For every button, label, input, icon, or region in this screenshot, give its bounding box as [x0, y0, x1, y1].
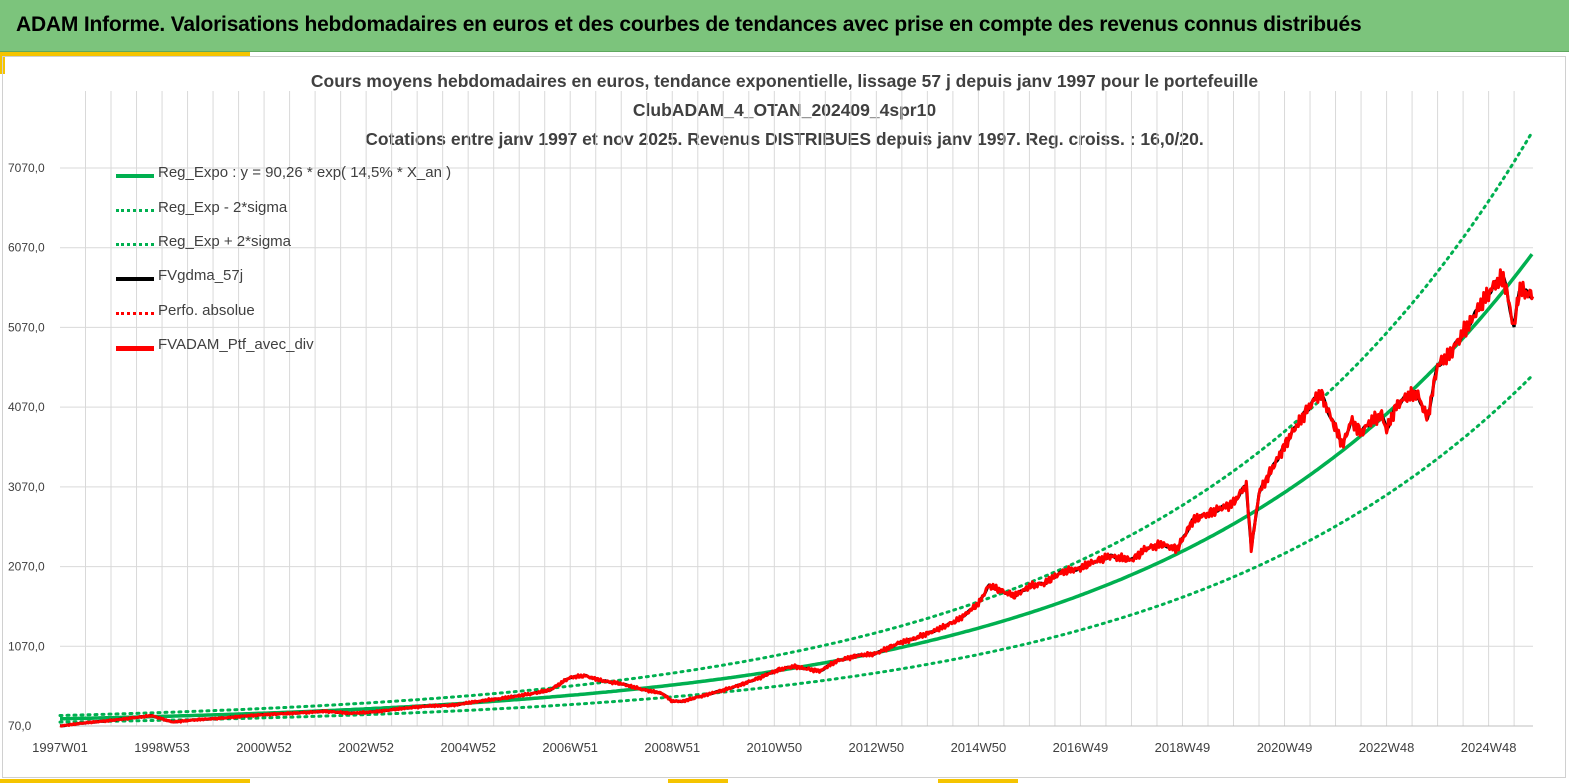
header-banner: ADAM Informe. Valorisations hebdomadaire… [0, 0, 1569, 52]
legend-item-perfo: Perfo. absolue [116, 302, 536, 324]
legend-item-reg-expo: Reg_Expo : y = 90,26 * exp( 14,5% * X_an… [116, 164, 536, 186]
accent-bar-bottom-right [938, 779, 1018, 783]
legend-label-ptf: FVADAM_Ptf_avec_div [158, 336, 314, 353]
y-tick-label: 6070,0 [8, 241, 45, 255]
legend-item-fvgdma: FVgdma_57j [116, 267, 536, 289]
y-tick-label: 7070,0 [8, 161, 45, 175]
series-reg-exp-plus-2sigma [58, 130, 1534, 717]
y-tick-label: 70,0 [8, 719, 32, 733]
legend-label-reg-expo: Reg_Expo : y = 90,26 * exp( 14,5% * X_an… [158, 164, 452, 181]
legend-label-reg-exp-minus: Reg_Exp - 2*sigma [158, 199, 288, 216]
x-tick-label: 1998W53 [134, 740, 190, 755]
x-tick-label: 2020W49 [1257, 740, 1313, 755]
chart-frame [2, 56, 1566, 778]
banner-title: ADAM Informe. Valorisations hebdomadaire… [16, 13, 1362, 36]
x-tick-label: 2014W50 [951, 740, 1007, 755]
legend-label-fvgdma: FVgdma_57j [158, 267, 244, 284]
x-tick-label: 2002W52 [338, 740, 394, 755]
x-tick-label: 2024W48 [1461, 740, 1517, 755]
series-fvadam-ptf-avec-div [59, 268, 1535, 728]
y-tick-label: 3070,0 [8, 480, 45, 494]
x-tick-label: 2006W51 [542, 740, 598, 755]
legend-swatch-reg-exp-minus [116, 209, 154, 212]
legend-item-reg-exp-plus: Reg_Exp + 2*sigma [116, 233, 536, 255]
legend-swatch-fvgdma [116, 277, 154, 281]
legend-swatch-reg-expo [116, 174, 154, 178]
accent-bar-bottom-left [0, 779, 250, 783]
legend-label-reg-exp-plus: Reg_Exp + 2*sigma [158, 233, 291, 250]
x-tick-label: 2010W50 [746, 740, 802, 755]
x-tick-label: 2018W49 [1155, 740, 1211, 755]
y-tick-label: 4070,0 [8, 400, 45, 414]
y-tick-label: 2070,0 [8, 560, 45, 574]
series-reg-exp-minus-2sigma [58, 374, 1534, 724]
legend-swatch-reg-exp-plus [116, 243, 154, 246]
chart-title-line-1: Cours moyens hebdomadaires en euros, ten… [310, 71, 1259, 91]
legend-swatch-perfo [116, 312, 154, 315]
x-tick-label: 2008W51 [644, 740, 700, 755]
legend-item-reg-exp-minus: Reg_Exp - 2*sigma [116, 199, 536, 221]
x-tick-label: 2000W52 [236, 740, 292, 755]
chart-title-line-3: Cotations entre janv 1997 et nov 2025. R… [365, 129, 1204, 149]
x-tick-label: 2004W52 [440, 740, 496, 755]
x-tick-label: 2022W48 [1359, 740, 1415, 755]
y-tick-label: 5070,0 [8, 320, 45, 334]
accent-bar-bottom-mid [668, 779, 728, 783]
x-tick-label: 2012W50 [849, 740, 905, 755]
legend-swatch-ptf [116, 346, 154, 351]
legend-label-perfo: Perfo. absolue [158, 302, 255, 319]
legend-item-ptf: FVADAM_Ptf_avec_div [116, 336, 536, 358]
x-tick-label: 1997W01 [32, 740, 88, 755]
accent-bar-top [0, 52, 250, 56]
x-tick-label: 2016W49 [1053, 740, 1109, 755]
y-tick-label: 1070,0 [8, 639, 45, 653]
chart-title-line-2: ClubADAM_4_OTAN_202409_4spr10 [632, 100, 937, 120]
